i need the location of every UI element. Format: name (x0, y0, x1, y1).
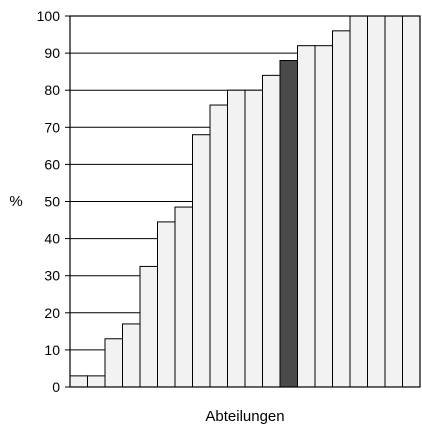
bar (384, 15, 403, 388)
x-axis-label: Abteilungen (205, 408, 284, 425)
y-tick-label: 60 (44, 156, 60, 172)
bar-highlighted (279, 60, 298, 388)
bar (209, 104, 228, 388)
bar (332, 30, 351, 388)
y-axis-ticks: 0 10 20 30 40 50 60 70 80 90 100 (37, 8, 70, 395)
bar (122, 323, 141, 388)
bar (314, 45, 333, 388)
y-tick-label: 80 (44, 82, 60, 98)
y-tick-label: 90 (44, 45, 60, 61)
bar (87, 375, 106, 388)
bar (367, 15, 386, 388)
plot-frame (69, 15, 421, 388)
y-tick-label: 10 (44, 342, 60, 358)
y-tick-label: 20 (44, 305, 60, 321)
y-tick-label: 70 (44, 119, 60, 135)
plot-border (69, 15, 421, 388)
bar (262, 74, 281, 388)
bars (69, 15, 421, 388)
bar (174, 206, 193, 388)
bar (139, 265, 158, 388)
y-tick-label: 50 (44, 194, 60, 210)
bar (157, 221, 176, 388)
bar (297, 45, 316, 388)
bar (192, 134, 211, 388)
bar (402, 15, 421, 388)
y-axis-label: % (9, 193, 22, 210)
y-tick-label: 30 (44, 268, 60, 284)
bar (227, 89, 246, 388)
bar (69, 375, 88, 388)
y-tick-label: 100 (37, 8, 61, 24)
bar (349, 15, 368, 388)
bar (104, 338, 123, 388)
y-tick-label: 0 (52, 379, 60, 395)
bar (244, 89, 263, 388)
y-tick-label: 40 (44, 231, 60, 247)
